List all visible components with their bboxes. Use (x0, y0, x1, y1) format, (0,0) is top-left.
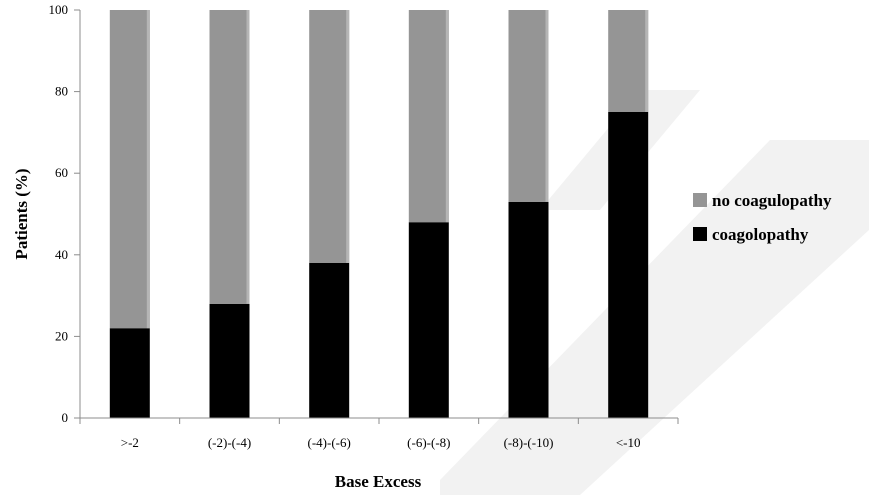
x-tick-label: >-2 (121, 435, 139, 450)
bar-highlight (346, 10, 350, 263)
x-tick-label: <-10 (616, 435, 641, 450)
y-tick-label: 0 (62, 410, 69, 425)
bar-segment-no-coagulopathy (309, 10, 350, 263)
bar-segment-coagolopathy (408, 222, 449, 418)
bar-segment-coagolopathy (109, 328, 150, 418)
bar-segment-coagolopathy (209, 303, 250, 418)
axes (74, 9, 679, 424)
bar-segment-no-coagulopathy (109, 10, 150, 329)
bars (109, 10, 649, 418)
bar-highlight (146, 10, 150, 329)
x-tick-label: (-6)-(-8) (407, 435, 450, 450)
y-tick-label: 40 (55, 247, 68, 262)
bar-highlight (445, 10, 449, 223)
x-tick-label: (-2)-(-4) (208, 435, 251, 450)
bar-highlight (545, 10, 549, 202)
y-axis-title: Patients (%) (12, 168, 31, 259)
bar-segment-no-coagulopathy (608, 10, 649, 112)
x-tick-label: (-8)-(-10) (504, 435, 554, 450)
y-tick-label: 100 (49, 2, 69, 17)
legend-swatch (693, 227, 707, 241)
bar-segment-coagolopathy (508, 201, 549, 418)
legend: no coagulopathy coagolopathy (693, 191, 832, 244)
bar-segment-coagolopathy (608, 112, 649, 418)
y-tick-label: 20 (55, 328, 68, 343)
legend-label: coagolopathy (712, 225, 809, 244)
bar-segment-no-coagulopathy (408, 10, 449, 223)
y-tick-label: 80 (55, 84, 68, 99)
bar-segment-no-coagulopathy (209, 10, 250, 304)
legend-swatch (693, 193, 707, 207)
bar-highlight (246, 10, 250, 304)
bar-segment-coagolopathy (309, 263, 350, 418)
bar-segment-no-coagulopathy (508, 10, 549, 202)
bar-highlight (645, 10, 649, 112)
y-tick-label: 60 (55, 165, 68, 180)
x-tick-label: (-4)-(-6) (308, 435, 351, 450)
tick-labels: 0 20 40 60 80 100 >-2 (-2)-(-4) (-4)-(-6) (-6)-(-… (49, 2, 641, 450)
x-axis-title: Base Excess (335, 472, 422, 491)
legend-label: no coagulopathy (712, 191, 832, 210)
